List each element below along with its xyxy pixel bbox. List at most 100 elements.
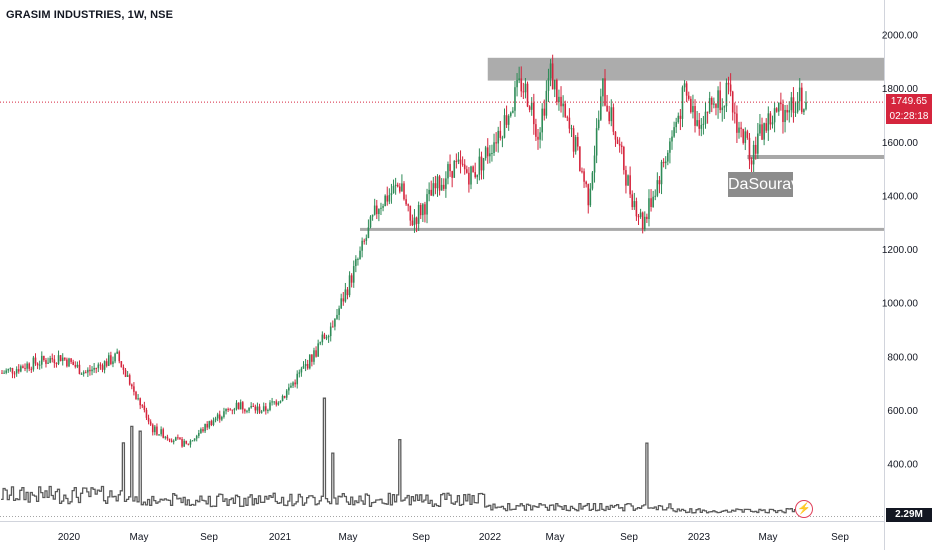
candle-body — [302, 366, 305, 369]
candle-body — [491, 152, 493, 154]
candle-body — [499, 130, 502, 138]
candle-body — [177, 437, 179, 439]
candle-body — [321, 334, 324, 343]
candle-body — [742, 128, 744, 143]
candle-body — [801, 87, 803, 113]
candle-body — [453, 161, 456, 178]
candle-body — [656, 180, 659, 196]
candle-body — [367, 227, 370, 238]
candle-body — [424, 204, 426, 215]
candle-body — [442, 184, 445, 189]
candle-body — [466, 169, 468, 173]
candle-body — [221, 416, 223, 420]
candle-body — [135, 391, 137, 400]
candle-body — [396, 184, 399, 187]
candle-body — [545, 90, 548, 116]
candle-body — [131, 384, 133, 387]
support-line-lower — [360, 227, 884, 231]
candle-body — [375, 205, 378, 215]
candle-body — [378, 208, 380, 215]
candle-body — [501, 137, 504, 139]
candle-body — [313, 350, 315, 362]
candle-body — [87, 369, 89, 373]
candle-body — [773, 108, 776, 123]
candle-body — [700, 124, 703, 129]
candle-body — [658, 180, 661, 185]
candle-body — [11, 368, 14, 374]
candle-body — [124, 369, 127, 377]
candle-body — [281, 396, 284, 401]
candle-body — [704, 111, 707, 124]
candle-body — [476, 174, 479, 178]
candle-body — [432, 183, 435, 196]
candle-body — [627, 175, 629, 186]
candle-body — [342, 298, 345, 302]
candle-body — [558, 96, 560, 102]
candle-body — [526, 83, 529, 107]
candle-body — [484, 147, 487, 159]
candle-body — [478, 156, 481, 175]
candle-body — [53, 359, 56, 364]
candle-body — [308, 354, 311, 369]
candle-body — [99, 364, 102, 366]
candle-body — [422, 204, 424, 216]
candle-body — [70, 358, 72, 362]
candle-body — [623, 147, 625, 171]
candle-body — [576, 137, 579, 147]
candle-body — [237, 402, 240, 410]
candle-body — [359, 250, 361, 259]
candle-body — [608, 111, 610, 122]
candle-body — [380, 207, 382, 209]
candle-body — [606, 105, 608, 112]
candle-body — [40, 355, 43, 365]
y-tick-label: 1400.00 — [882, 191, 919, 202]
candle-body — [533, 102, 535, 125]
candle-body — [698, 120, 701, 129]
candle-body — [143, 405, 146, 410]
candle-body — [262, 406, 265, 412]
candle-body — [495, 142, 497, 144]
candle-body — [449, 164, 451, 172]
candle-body — [202, 429, 204, 432]
candle-body — [43, 355, 45, 361]
candle-body — [648, 198, 650, 220]
candle-body — [13, 373, 16, 375]
candle-body — [597, 119, 600, 129]
candle-body — [541, 108, 543, 133]
lightning-icon[interactable]: ⚡ — [795, 500, 813, 518]
candle-body — [1, 372, 3, 374]
candle-body — [218, 414, 221, 420]
candle-body — [258, 406, 261, 413]
candle-body — [30, 368, 33, 370]
x-tick-label: Sep — [831, 532, 849, 543]
candle-body — [120, 361, 123, 368]
candle-body — [436, 176, 439, 189]
candlestick-series — [1, 54, 807, 448]
candle-body — [95, 367, 98, 369]
candle-body — [723, 106, 726, 108]
x-tick-label: 2020 — [58, 532, 81, 543]
candle-body — [470, 166, 472, 185]
candle-body — [32, 357, 35, 370]
candle-body — [174, 437, 177, 441]
candle-body — [468, 172, 470, 185]
candle-body — [241, 402, 244, 410]
candle-body — [463, 164, 466, 170]
candle-body — [306, 363, 309, 369]
candle-body — [235, 402, 238, 409]
candle-body — [97, 364, 100, 369]
candle-body — [156, 426, 158, 435]
candle-body — [277, 402, 280, 405]
candle-body — [497, 130, 500, 144]
candle-body — [486, 147, 489, 157]
candle-body — [122, 367, 125, 370]
candle-body — [352, 266, 355, 283]
candle-body — [685, 83, 688, 96]
candle-body — [298, 372, 301, 374]
candle-body — [426, 194, 428, 215]
candle-body — [445, 178, 447, 189]
candle-body — [604, 78, 606, 106]
candle-body — [288, 387, 290, 391]
candle-body — [147, 417, 150, 422]
